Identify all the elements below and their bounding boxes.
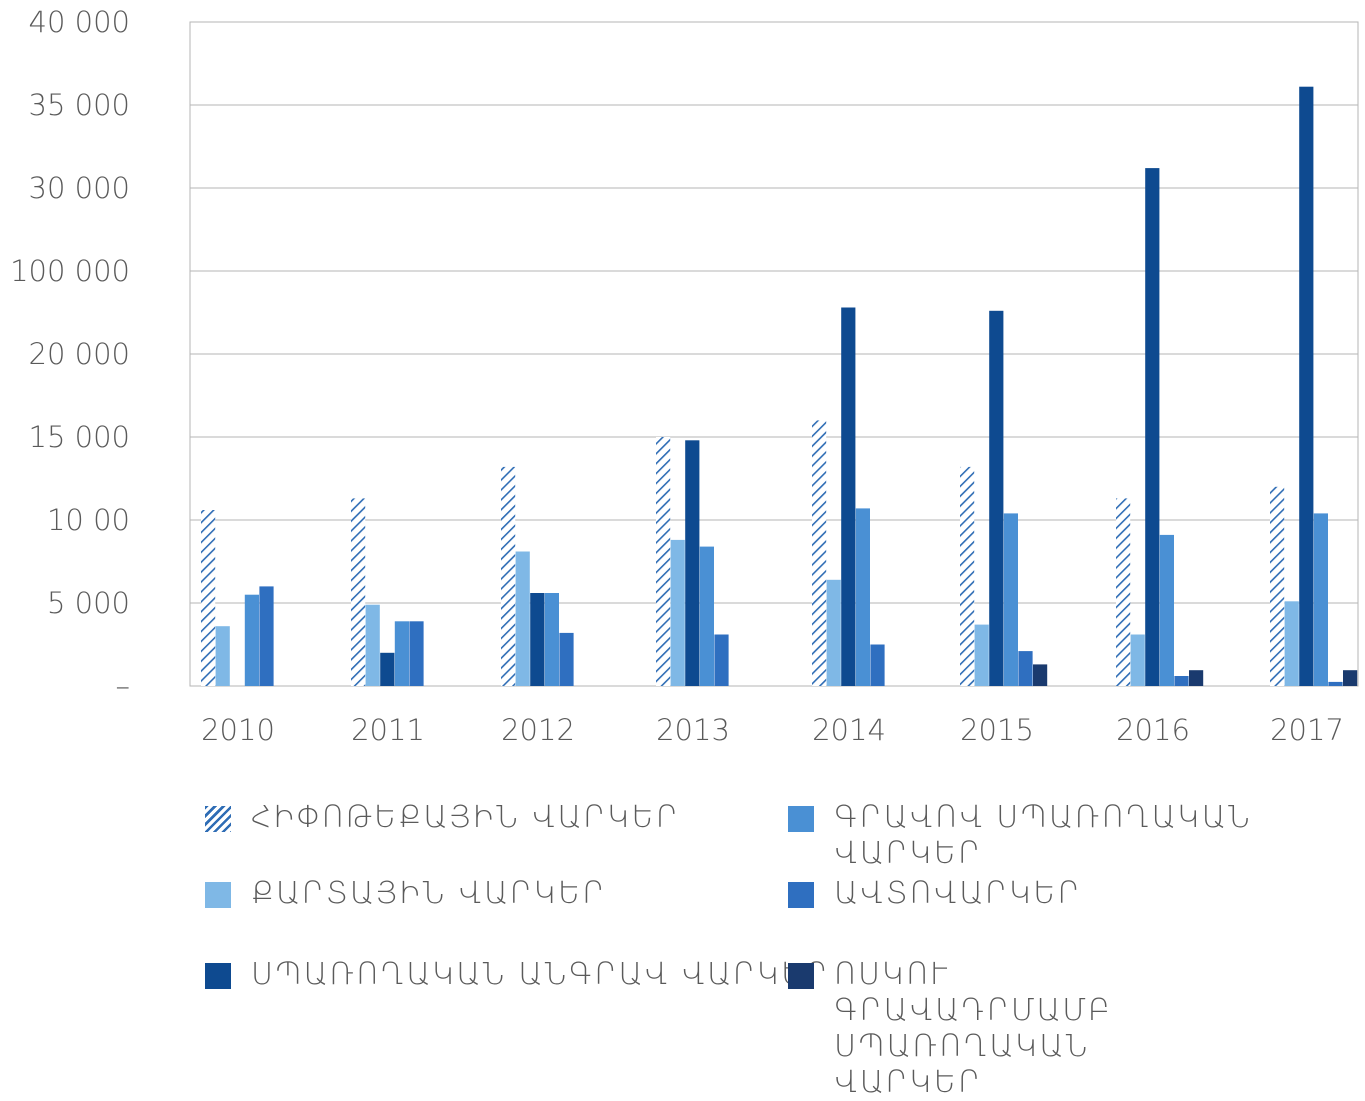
x-tick-label: 2010: [201, 713, 275, 747]
bar-2014-series-3: [841, 307, 856, 686]
bar-2015-series-6: [1033, 664, 1048, 686]
bar-2013-series-1: [656, 437, 671, 686]
bar-2013-series-4: [699, 546, 714, 686]
bar-2014-series-1: [812, 420, 827, 686]
bar-2010-series-1: [201, 510, 216, 686]
x-tick-label: 2014: [812, 713, 886, 747]
y-tick-label: –: [116, 669, 131, 703]
bar-2013-series-3: [685, 440, 700, 686]
bar-2011-series-1: [351, 498, 366, 686]
y-tick-label: 10 00: [47, 503, 130, 537]
bar-2016-series-5: [1174, 676, 1189, 686]
bar-2017-series-1: [1270, 486, 1285, 686]
y-tick-label: 40 000: [29, 5, 130, 39]
y-axis-ticks: – 5 000 10 00 15 000 20 000 100 000 30 000 35 0…: [10, 5, 130, 703]
bar-2011-series-5: [409, 621, 424, 686]
bar-2016-series-6: [1189, 670, 1204, 686]
x-tick-label: 2012: [501, 713, 575, 747]
bar-2011-series-2: [365, 604, 380, 686]
bar-2011-series-4: [394, 621, 409, 686]
bar-2017-series-2: [1284, 601, 1299, 686]
bars: [201, 86, 1358, 687]
bar-2014-series-5: [870, 644, 885, 686]
bar-2017-series-5: [1328, 681, 1343, 686]
bar-2010-series-2: [215, 626, 230, 686]
bar-2017-series-6: [1343, 670, 1358, 686]
bar-2010-series-4: [244, 594, 259, 686]
y-tick-label: 5 000: [47, 586, 130, 620]
bar-2017-series-3: [1299, 86, 1314, 686]
bar-2017-series-4: [1313, 513, 1328, 686]
bar-2015-series-2: [974, 624, 989, 686]
x-tick-label: 2011: [351, 713, 425, 747]
bar-2015-series-5: [1018, 651, 1033, 686]
bar-2011-series-3: [380, 652, 395, 686]
x-tick-label: 2016: [1116, 713, 1190, 747]
bar-2016-series-2: [1130, 634, 1145, 686]
x-tick-label: 2017: [1270, 713, 1344, 747]
bar-2016-series-1: [1116, 498, 1131, 686]
bar-2014-series-2: [826, 579, 841, 686]
bar-2012-series-5: [559, 632, 574, 686]
bar-2013-series-2: [670, 539, 685, 686]
y-tick-label: 30 000: [29, 171, 130, 205]
bar-2010-series-5: [259, 586, 274, 686]
y-tick-label: 100 000: [10, 254, 130, 288]
bar-2012-series-1: [501, 466, 516, 686]
bar-2014-series-4: [855, 508, 870, 686]
bar-2012-series-2: [515, 551, 530, 686]
bar-2015-series-4: [1003, 513, 1018, 686]
y-tick-label: 20 000: [29, 337, 130, 371]
bar-2016-series-3: [1145, 168, 1160, 687]
x-tick-label: 2013: [656, 713, 730, 747]
x-tick-label: 2015: [960, 713, 1034, 747]
bar-2012-series-4: [544, 593, 559, 686]
bar-2015-series-1: [960, 466, 975, 686]
x-axis-ticks: 2010 2011 2012 2013 2014 2015 2016 2017: [201, 713, 1344, 747]
bar-2016-series-4: [1159, 534, 1174, 686]
y-tick-label: 15 000: [29, 420, 130, 454]
bar-2015-series-3: [989, 310, 1004, 686]
bar-2013-series-5: [714, 634, 729, 686]
bar-chart: – 5 000 10 00 15 000 20 000 100 000 30 000 35 0…: [10, 5, 1359, 747]
bar-2012-series-3: [530, 593, 545, 686]
y-tick-label: 35 000: [29, 88, 130, 122]
